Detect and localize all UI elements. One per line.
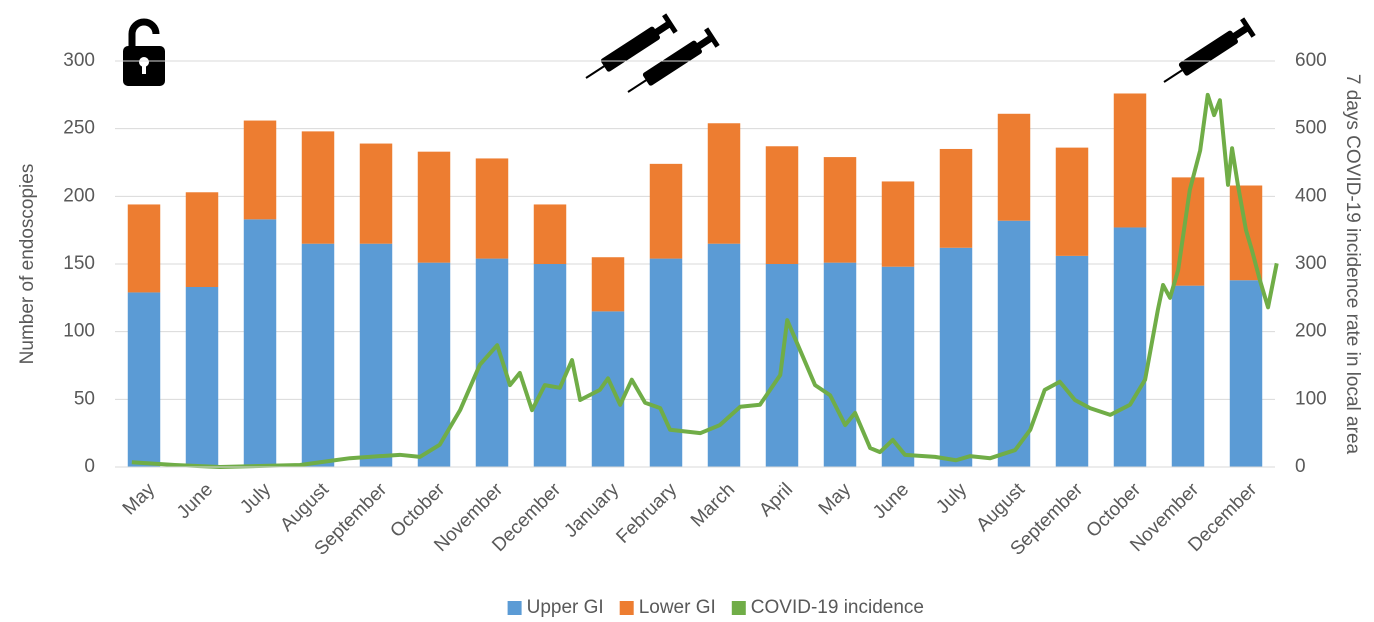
bar (185, 287, 219, 467)
bar (707, 243, 741, 467)
y2-tick-label: 0 (1295, 456, 1306, 477)
y-tick-label: 0 (84, 456, 95, 477)
legend-swatch (507, 601, 522, 615)
bar (243, 219, 277, 467)
legend-swatch (619, 601, 634, 615)
y-tick-label: 150 (63, 253, 95, 274)
bar (533, 264, 567, 467)
bar (707, 123, 741, 244)
bar (997, 220, 1031, 467)
y-axis-title: Number of endoscopies (17, 164, 38, 365)
y2-tick-label: 600 (1295, 50, 1327, 71)
bar (591, 311, 625, 467)
bar (765, 146, 799, 264)
bar (997, 113, 1031, 221)
x-tick-label: June (173, 479, 217, 523)
bar (881, 181, 915, 267)
bar (359, 243, 393, 467)
x-tick-label: May (119, 479, 160, 520)
bar (649, 258, 683, 467)
bar (939, 247, 973, 467)
bar (301, 131, 335, 244)
y-tick-label: 250 (63, 118, 95, 139)
bar (823, 157, 857, 263)
bar (823, 262, 857, 467)
bar (533, 204, 567, 264)
bar (359, 143, 393, 244)
bar (301, 243, 335, 467)
bar (939, 148, 973, 248)
legend-swatch (731, 601, 746, 615)
y-tick-label: 300 (63, 50, 95, 71)
bar (185, 192, 219, 288)
y2-tick-label: 300 (1295, 253, 1327, 274)
bar (243, 120, 277, 220)
syringe-icons (585, 13, 1256, 93)
x-tick-label: March (687, 479, 739, 531)
y2-tick-label: 100 (1295, 388, 1327, 409)
legend-label: COVID-19 incidence (751, 597, 924, 618)
y2-tick-label: 500 (1295, 118, 1327, 139)
bar (1055, 255, 1089, 467)
bar (591, 257, 625, 312)
bar (1055, 147, 1089, 256)
x-tick-label: July (932, 479, 971, 518)
x-tick-label: February (612, 479, 681, 548)
x-tick-label: May (815, 479, 856, 520)
y-tick-label: 200 (63, 185, 95, 206)
bar (127, 292, 161, 467)
y2-tick-label: 200 (1295, 321, 1327, 342)
x-tick-label: June (869, 479, 913, 523)
x-tick-label: July (236, 479, 275, 518)
legend-label: Upper GI (527, 597, 604, 618)
x-tick-label: August (276, 479, 333, 536)
bar (127, 204, 161, 293)
x-tick-label: August (972, 479, 1029, 536)
bar (649, 163, 683, 259)
bar (1171, 285, 1205, 467)
legend-label: Lower GI (639, 597, 716, 618)
y2-tick-label: 400 (1295, 185, 1327, 206)
bar (1113, 227, 1147, 467)
lock-icon (123, 18, 165, 86)
bar (417, 151, 451, 263)
bar (1229, 280, 1263, 467)
y2-axis-title: 7 days COVID-19 incidence rate in local … (1342, 74, 1363, 455)
y-tick-label: 50 (74, 388, 95, 409)
bar (1113, 93, 1147, 228)
bar (475, 158, 509, 259)
bar (881, 266, 915, 467)
line-series (131, 92, 1279, 469)
y-tick-label: 100 (63, 321, 95, 342)
x-tick-label: April (755, 479, 797, 521)
